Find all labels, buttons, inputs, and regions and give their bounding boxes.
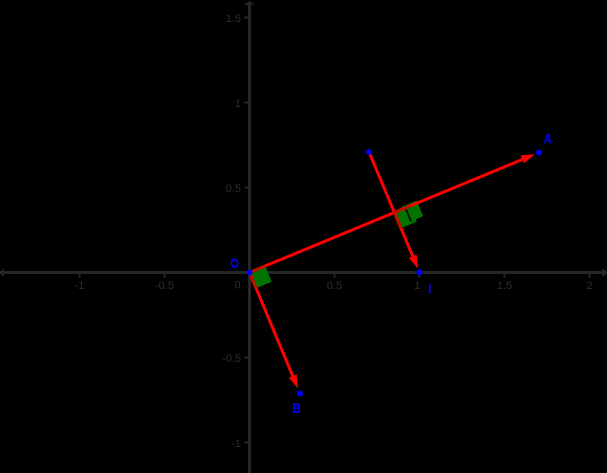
svg-text:A: A	[544, 131, 552, 146]
svg-text:-1: -1	[231, 438, 241, 450]
svg-text:B: B	[293, 401, 301, 416]
svg-text:-1: -1	[75, 280, 85, 292]
svg-text:2: 2	[586, 280, 592, 292]
svg-text:1: 1	[235, 98, 241, 110]
svg-text:O: O	[230, 256, 239, 271]
svg-text:0.5: 0.5	[226, 183, 241, 195]
svg-text:0.5: 0.5	[327, 280, 342, 292]
svg-text:I: I	[428, 281, 431, 296]
svg-text:1: 1	[414, 280, 420, 292]
svg-text:-0.5: -0.5	[222, 353, 241, 365]
svg-text:1.5: 1.5	[497, 280, 512, 292]
svg-text:1.5: 1.5	[226, 13, 241, 25]
svg-text:-0.5: -0.5	[155, 280, 174, 292]
svg-text:0: 0	[234, 280, 240, 292]
